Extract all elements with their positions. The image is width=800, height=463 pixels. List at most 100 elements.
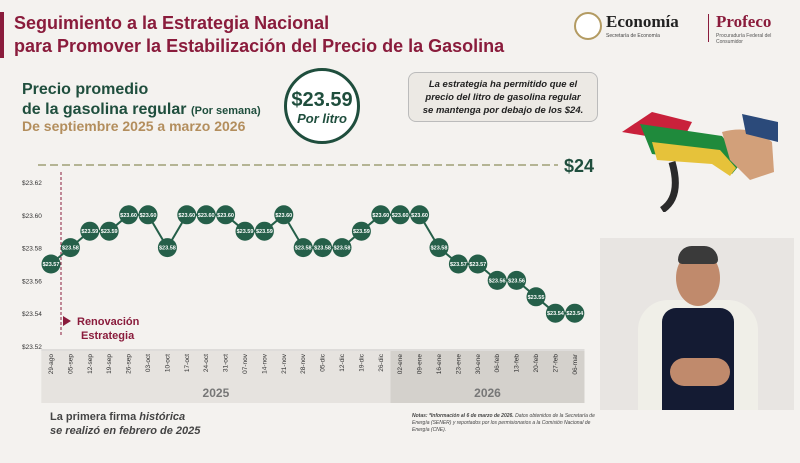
logo-divider [708,14,709,42]
interpreter-hair [678,246,718,264]
per-week-label: (Por semana) [190,105,261,117]
data-label: $23.58 [431,246,448,252]
data-point [468,254,488,274]
price-badge: $23.59 Por litro [284,68,360,144]
y-tick-label: $23.56 [22,278,42,285]
x-tick-label: 31-oct [223,354,230,372]
data-label: $23.59 [256,229,273,235]
x-tick-label: 29-ago [48,354,55,375]
price-series-line [50,213,575,315]
data-label: $23.57 [469,262,486,268]
fuel-pump-nozzle-icon [622,112,778,212]
data-label: $23.60 [120,213,137,219]
y-tick-label: $23.62 [22,180,42,187]
x-tick-label: 13-feb [514,354,521,373]
data-point [507,270,527,290]
x-tick-label: 03-oct [145,354,152,372]
page-title: Seguimiento a la Estrategia Nacional par… [14,12,504,58]
note-line-3: se mantenga por debajo de los $24. [422,105,584,116]
data-point [526,287,546,307]
title-line-2: para Promover la Estabilización del Prec… [14,36,505,56]
data-label: $23.59 [237,229,254,235]
data-label: $23.58 [295,246,312,252]
data-label: $23.59 [353,229,370,235]
first-signing-note: La primera firma histórica se realizó en… [50,410,200,438]
note-line-2: precio del litro de gasolina regular [425,92,581,103]
x-tick-label: 09-ene [417,354,424,375]
data-point [390,205,410,225]
data-point [157,238,177,258]
source-note-text: Datos obtenidos de la Secretaría de Ener… [412,413,595,433]
data-point [410,205,430,225]
data-label: $23.60 [178,213,195,219]
price-unit: Por litro [297,111,347,126]
data-label: $23.58 [62,246,79,252]
heading-line-2: de la gasolina regular [22,101,187,118]
annotation-line-1: Renovación [77,316,140,328]
x-tick-label: 17-oct [184,354,191,372]
x-tick-label: 23-ene [455,354,462,375]
data-point [216,205,236,225]
x-tick-label: 20-feb [533,354,540,373]
logos: Economía Secretaría de Economía Profeco … [574,12,796,48]
x-tick-label: 19-dic [358,353,365,371]
x-tick-label: 27-feb [552,354,559,373]
annotation-line-2: Estrategia [81,330,135,342]
data-point [313,238,333,258]
year-band-2025 [41,351,391,403]
title-accent-bar [0,12,4,58]
data-label: $23.54 [547,311,565,317]
x-tick-label: 10-oct [164,354,171,372]
x-tick-label: 19-sep [106,354,113,374]
data-label: $23.58 [334,246,351,252]
data-label: $23.59 [101,229,118,235]
price-value: $23.59 [291,89,353,111]
data-label: $23.59 [81,229,98,235]
x-tick-label: 28-nov [300,353,307,374]
x-tick-label: 12-dic [339,353,346,371]
data-label: $23.56 [508,278,525,284]
x-tick-label: 21-nov [281,353,288,374]
data-label: $23.55 [528,295,545,301]
chart-heading: Precio promedio de la gasolina regular (… [22,80,261,121]
data-label: $23.58 [159,246,176,252]
data-point [196,205,216,225]
data-label: $23.54 [566,311,584,317]
data-label: $23.60 [217,213,234,219]
x-tick-label: 05-sep [67,354,74,374]
data-label: $23.60 [411,213,428,219]
x-tick-label: 16-ene [436,354,443,375]
economia-logo: Economía [606,12,679,31]
x-tick-label: 14-nov [261,353,268,374]
data-point [119,205,139,225]
x-tick-label: 26-sep [126,354,133,374]
x-tick-label: 26-dic [378,353,385,371]
x-tick-label: 24-oct [203,354,210,372]
x-tick-label: 06-mar [572,353,579,374]
x-tick-label: 30-ene [475,354,482,375]
reference-line-label: $24 [564,156,594,176]
data-label: $23.57 [450,262,467,268]
sign-language-interpreter-video [600,238,794,410]
data-label: $23.60 [275,213,292,219]
source-note-bold: Notas: *Información al 6 de marzo de 202… [412,413,514,419]
data-point [565,303,585,323]
y-tick-label: $23.60 [22,213,42,220]
data-point [429,238,449,258]
data-point [177,205,197,225]
heading-line-1: Precio promedio [22,81,149,98]
note-line-1: La estrategia ha permitido que el [428,79,578,90]
coat-of-arms-icon [574,12,602,40]
first-signing-text-b: se realizó en febrero de 2025 [50,425,201,437]
economia-sub: Secretaría de Economía [606,33,660,39]
x-tick-label: 07-nov [242,353,249,374]
data-point [351,221,371,241]
source-note: Notas: *Información al 6 de marzo de 202… [412,413,602,434]
x-tick-label: 05-dic [320,353,327,371]
y-tick-label: $23.52 [22,344,42,351]
profeco-logo: Profeco [716,12,772,31]
first-signing-text-a: La primera firma [50,411,140,423]
year-band-2026 [390,351,585,403]
profeco-sub: Procuraduría Federal del Consumidor [716,33,772,45]
